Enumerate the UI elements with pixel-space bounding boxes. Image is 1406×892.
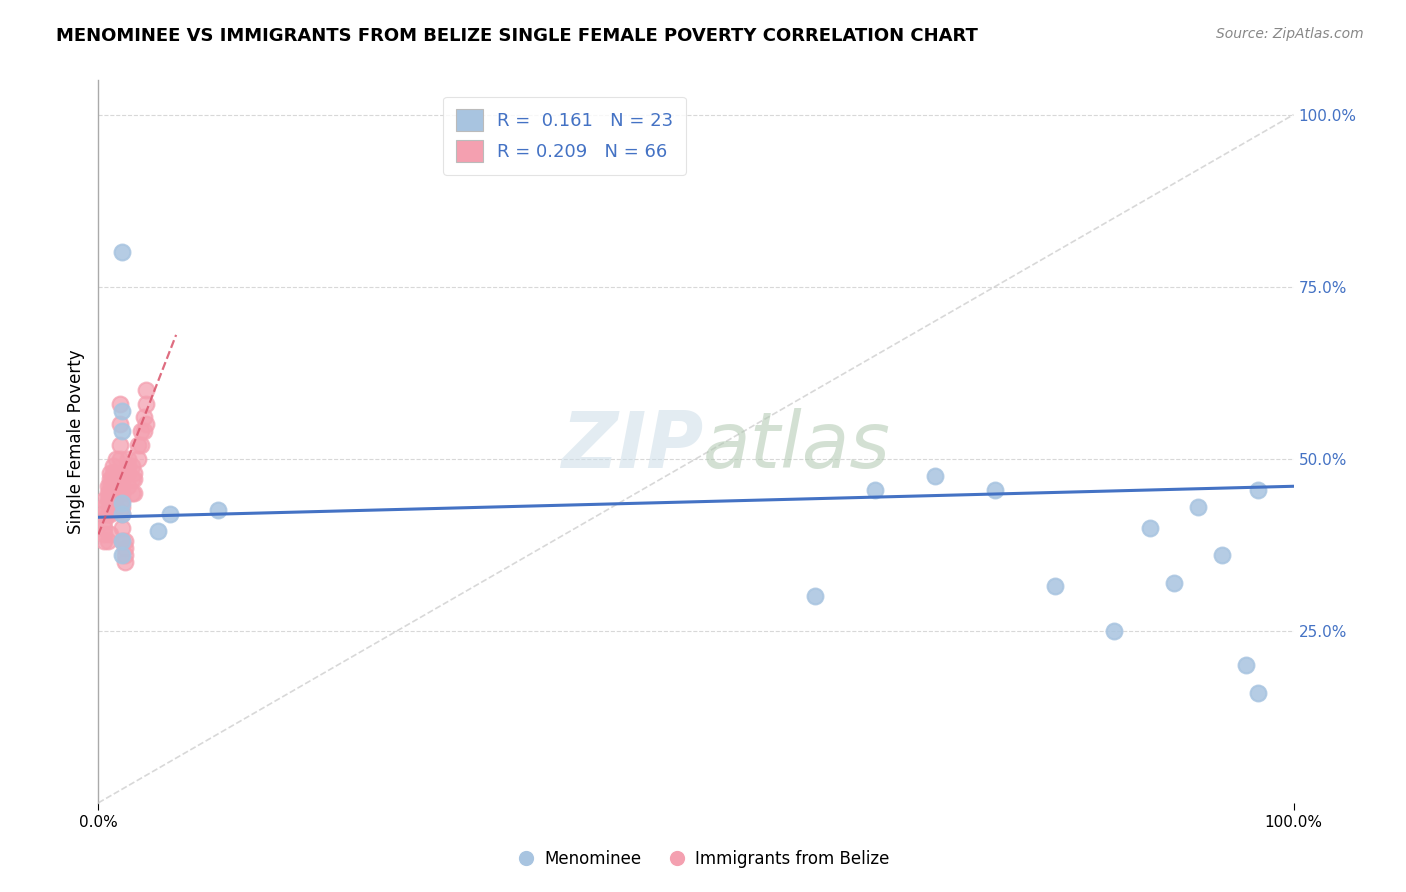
- Point: [97, 486, 120, 500]
- Point: [111, 507, 134, 521]
- Point: [1139, 520, 1161, 534]
- Point: [1211, 548, 1233, 562]
- Legend: R =  0.161   N = 23, R = 0.209   N = 66: R = 0.161 N = 23, R = 0.209 N = 66: [443, 96, 686, 175]
- Point: [124, 466, 146, 480]
- Point: [97, 493, 120, 508]
- Point: [1187, 500, 1209, 514]
- Point: [93, 520, 115, 534]
- Point: [108, 417, 131, 432]
- Point: [97, 479, 120, 493]
- Point: [159, 507, 181, 521]
- Point: [114, 548, 136, 562]
- Point: [97, 507, 120, 521]
- Point: [1104, 624, 1126, 638]
- Point: [117, 479, 139, 493]
- Point: [804, 590, 827, 604]
- Point: [98, 486, 122, 500]
- Point: [98, 472, 122, 486]
- Point: [114, 534, 136, 549]
- Point: [108, 472, 131, 486]
- Point: [127, 451, 149, 466]
- Point: [98, 527, 122, 541]
- Point: [111, 507, 134, 521]
- Point: [111, 493, 134, 508]
- Point: [108, 438, 131, 452]
- Text: ZIP: ZIP: [561, 408, 703, 484]
- Point: [111, 534, 134, 549]
- Point: [105, 472, 128, 486]
- Point: [101, 466, 124, 480]
- Point: [131, 424, 153, 438]
- Point: [111, 520, 134, 534]
- Point: [93, 507, 115, 521]
- Text: Source: ZipAtlas.com: Source: ZipAtlas.com: [1216, 27, 1364, 41]
- Point: [114, 541, 136, 556]
- Point: [121, 458, 143, 473]
- Point: [132, 424, 155, 438]
- Point: [1247, 686, 1270, 700]
- Point: [101, 486, 124, 500]
- Point: [132, 410, 155, 425]
- Point: [105, 479, 128, 493]
- Point: [131, 438, 153, 452]
- Point: [924, 469, 946, 483]
- Point: [148, 524, 170, 538]
- Point: [111, 548, 134, 562]
- Point: [105, 466, 128, 480]
- Point: [105, 486, 128, 500]
- Point: [1247, 483, 1270, 497]
- Point: [93, 527, 115, 541]
- Point: [865, 483, 887, 497]
- Point: [101, 493, 124, 508]
- Point: [108, 397, 131, 411]
- Point: [135, 383, 157, 397]
- Point: [111, 500, 134, 514]
- Point: [1234, 658, 1257, 673]
- Point: [117, 466, 139, 480]
- Point: [135, 417, 157, 432]
- Point: [93, 500, 115, 514]
- Point: [108, 451, 131, 466]
- Text: atlas: atlas: [703, 408, 891, 484]
- Point: [105, 451, 128, 466]
- Point: [1043, 579, 1066, 593]
- Point: [98, 479, 122, 493]
- Point: [117, 451, 139, 466]
- Point: [111, 245, 134, 260]
- Point: [207, 503, 229, 517]
- Point: [984, 483, 1007, 497]
- Text: MENOMINEE VS IMMIGRANTS FROM BELIZE SINGLE FEMALE POVERTY CORRELATION CHART: MENOMINEE VS IMMIGRANTS FROM BELIZE SING…: [56, 27, 979, 45]
- Point: [1163, 575, 1185, 590]
- Point: [121, 486, 143, 500]
- Point: [98, 507, 122, 521]
- Point: [93, 514, 115, 528]
- Point: [114, 555, 136, 569]
- Point: [127, 438, 149, 452]
- Point: [124, 472, 146, 486]
- Point: [93, 493, 115, 508]
- Point: [93, 534, 115, 549]
- Point: [101, 458, 124, 473]
- Point: [111, 403, 134, 417]
- Point: [111, 479, 134, 493]
- Point: [98, 466, 122, 480]
- Point: [111, 424, 134, 438]
- Point: [121, 472, 143, 486]
- Point: [101, 472, 124, 486]
- Point: [111, 486, 134, 500]
- Point: [111, 496, 134, 510]
- Legend: Menominee, Immigrants from Belize: Menominee, Immigrants from Belize: [510, 844, 896, 875]
- Point: [105, 500, 128, 514]
- Point: [135, 397, 157, 411]
- Point: [117, 458, 139, 473]
- Point: [111, 534, 134, 549]
- Y-axis label: Single Female Poverty: Single Female Poverty: [66, 350, 84, 533]
- Point: [98, 493, 122, 508]
- Point: [124, 486, 146, 500]
- Point: [97, 534, 120, 549]
